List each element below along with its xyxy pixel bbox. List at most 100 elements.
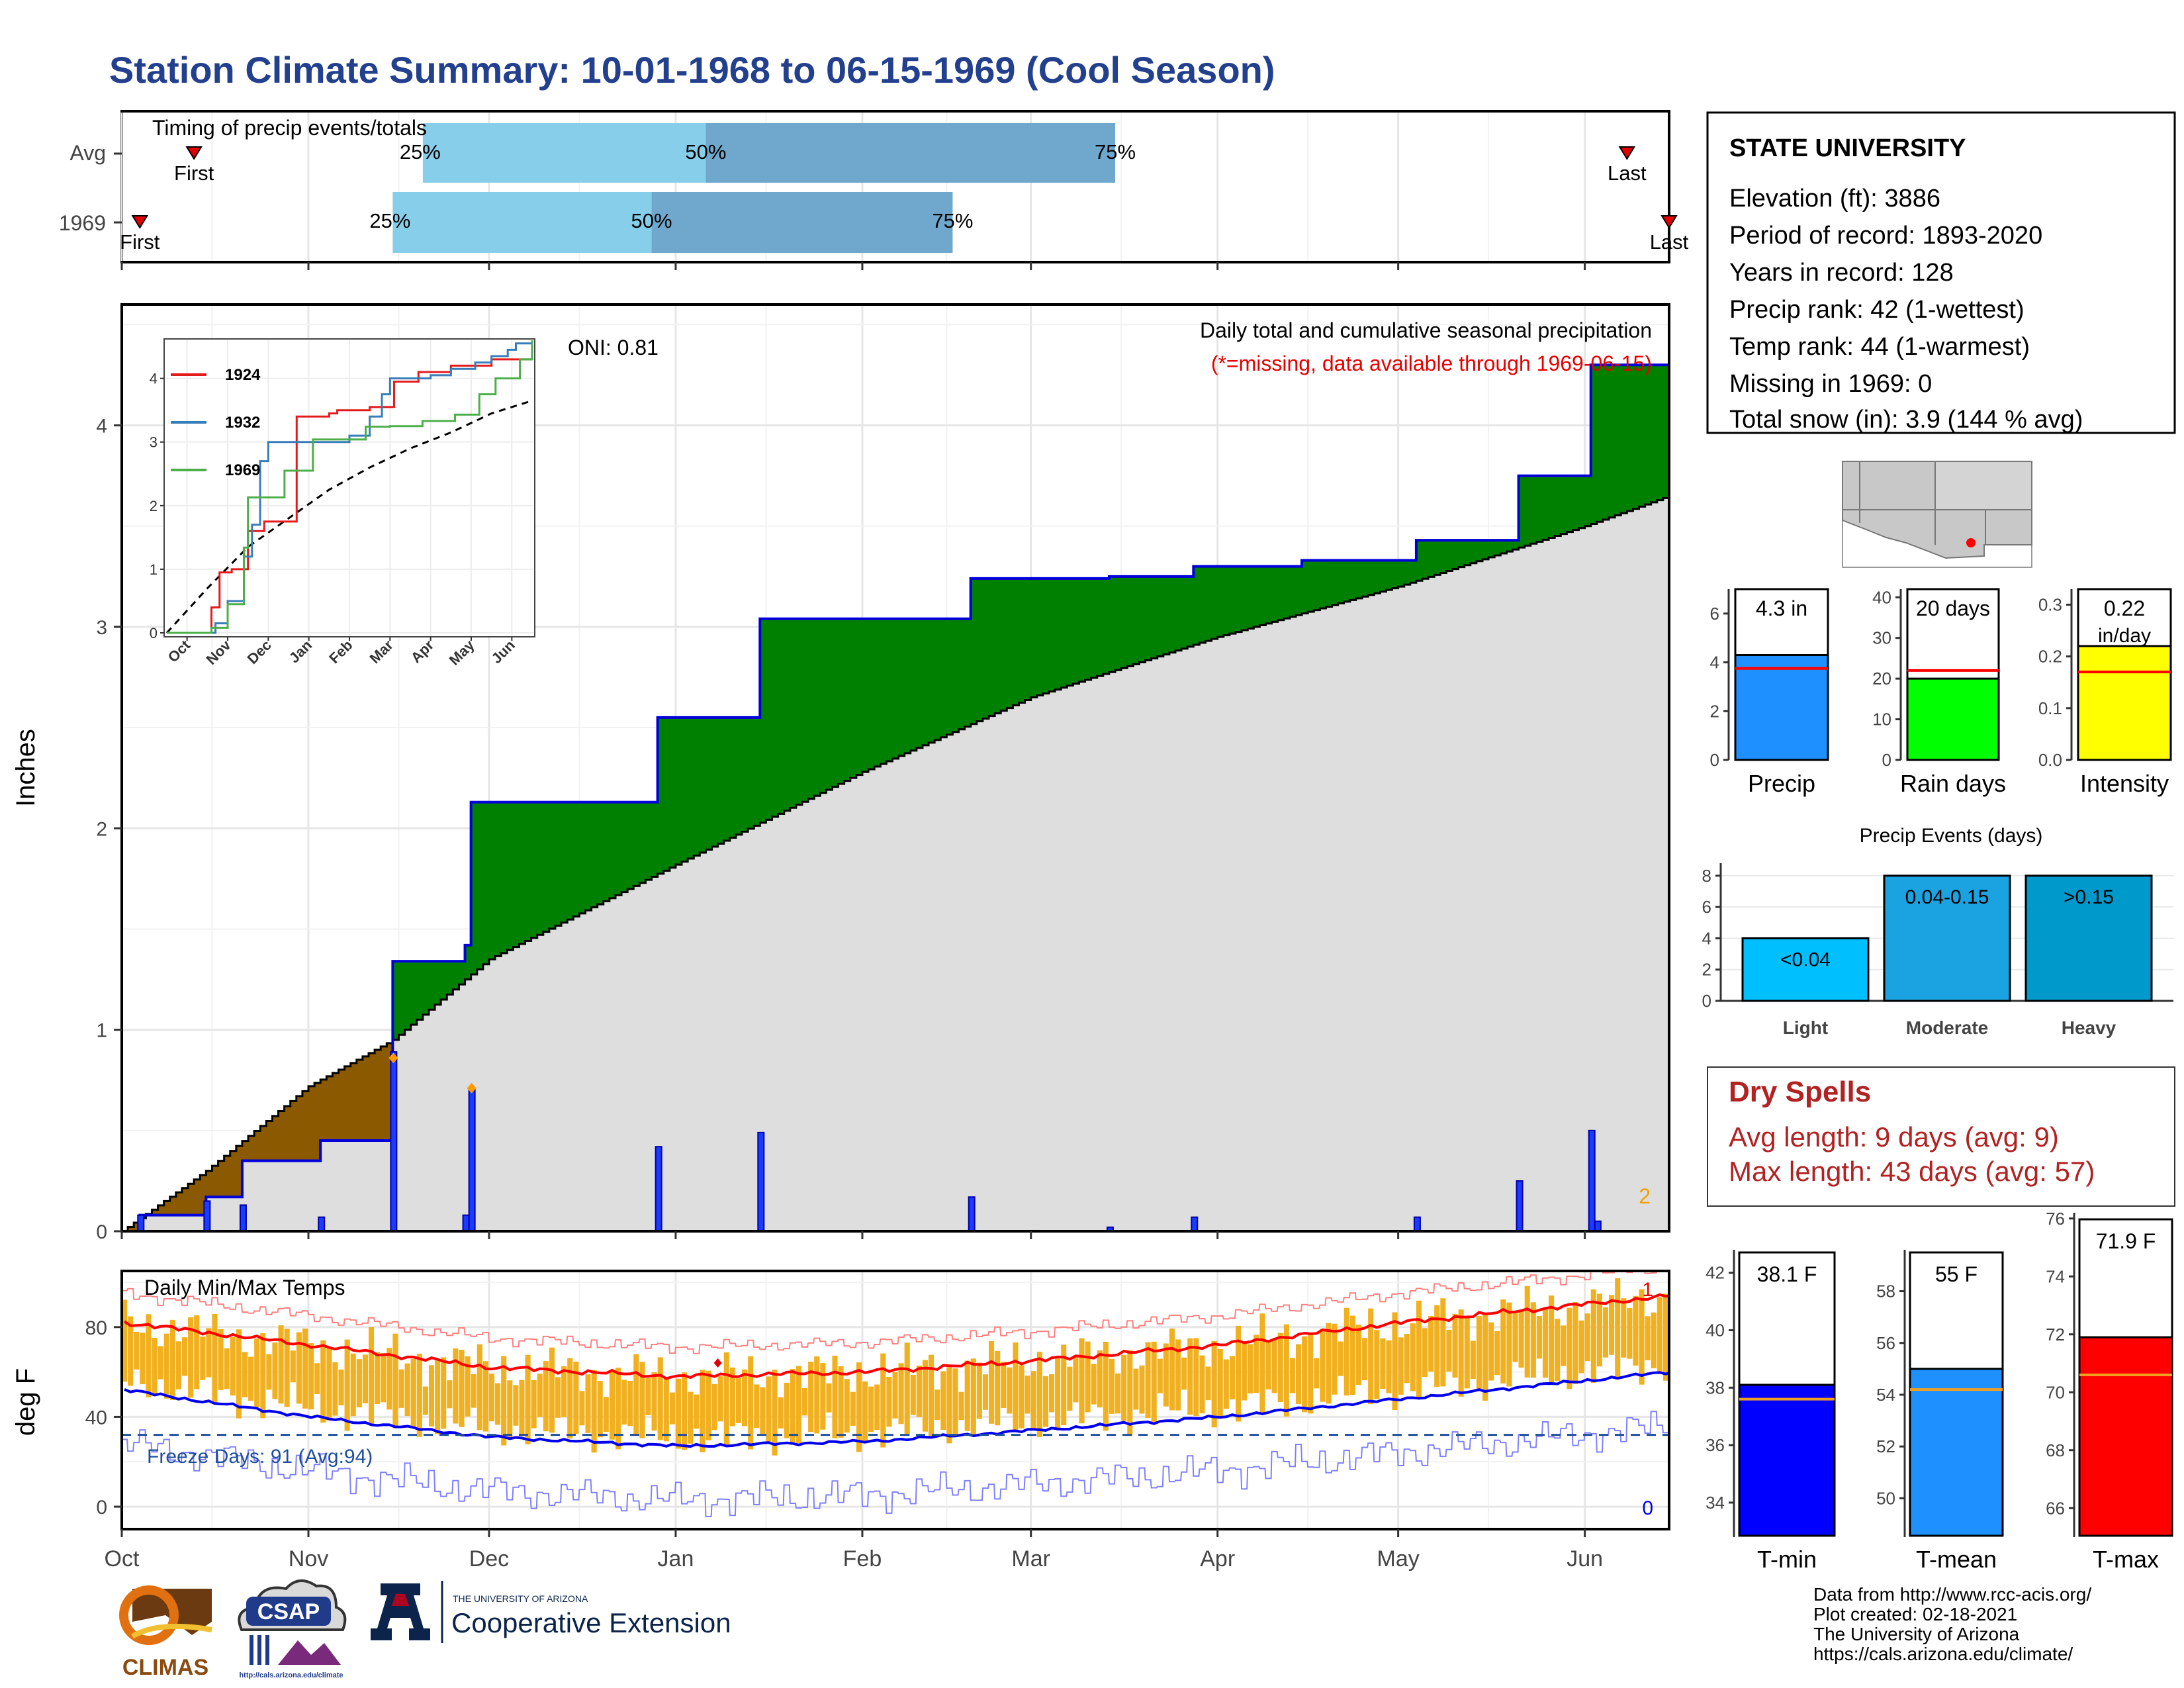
deficit-fill-day — [338, 1069, 345, 1141]
daily-temp-range-bar — [266, 1354, 272, 1390]
daily-temp-range-bar — [169, 1319, 175, 1400]
daily-temp-range-bar — [995, 1350, 1001, 1426]
daily-temp-range-bar — [1277, 1333, 1283, 1403]
deficit-fill-day — [212, 1166, 219, 1197]
surplus-fill-day — [1639, 365, 1646, 507]
record-low-line — [122, 1411, 1669, 1517]
daily-temp-range-bar — [1512, 1313, 1518, 1362]
daily-temp-range-bar — [248, 1356, 254, 1401]
surplus-fill-day — [1199, 566, 1206, 643]
surplus-fill-day — [675, 717, 682, 865]
surplus-fill-day — [880, 618, 887, 765]
max-record-count: 1 — [1642, 1279, 1653, 1301]
credits: Data from http://www.rcc-acis.org/ Plot … — [1813, 1584, 2091, 1664]
deficit-fill-day — [134, 1222, 140, 1231]
surplus-fill-day — [772, 618, 779, 817]
daily-temp-range-bar — [645, 1378, 651, 1415]
surplus-fill-day — [597, 802, 604, 905]
deficit-fill-day — [206, 1170, 213, 1197]
daily-temp-range-bar — [140, 1333, 146, 1384]
deficit-fill-day — [169, 1196, 177, 1215]
surplus-fill-day — [1434, 540, 1441, 575]
daily-temp-range-bar — [236, 1329, 242, 1419]
surplus-fill-day — [1253, 566, 1260, 627]
xaxis-month-label: Nov — [289, 1546, 328, 1571]
surplus-fill-day — [645, 802, 653, 880]
daily-temp-range-bar — [1380, 1338, 1386, 1389]
surplus-fill-day — [1645, 365, 1652, 505]
surplus-fill-day — [416, 961, 424, 1020]
daily-temp-range-bar — [495, 1383, 501, 1425]
surplus-fill-day — [1024, 578, 1032, 700]
daily-temp-range-bar — [1036, 1352, 1042, 1438]
daily-temp-range-bar — [1242, 1341, 1248, 1401]
surplus-fill-day — [1042, 578, 1050, 694]
deficit-fill-day — [314, 1082, 321, 1161]
daily-temp-range-bar — [1374, 1330, 1380, 1399]
surplus-fill-day — [1332, 560, 1339, 605]
surplus-fill-day — [970, 578, 978, 724]
surplus-fill-day — [567, 802, 574, 920]
daily-temp-range-bar — [609, 1370, 615, 1440]
surplus-fill-day — [832, 618, 839, 787]
credit-created: Plot created: 02-18-2021 — [1813, 1604, 2017, 1624]
timing-last-marker-avg — [1618, 146, 1636, 160]
daily-temp-range-bar — [1343, 1307, 1349, 1396]
surplus-fill-day — [1036, 578, 1044, 696]
summary-ytick-label: 0 — [1882, 750, 1891, 770]
surplus-fill-day — [453, 961, 460, 990]
daily-temp-range-bar — [633, 1354, 639, 1434]
credit-university: The University of Arizona — [1813, 1624, 2020, 1644]
daily-temp-range-bar — [1470, 1340, 1476, 1380]
temp-bar-name-0: T-min — [1757, 1546, 1817, 1573]
deficit-fill-day — [224, 1156, 231, 1197]
daily-temp-range-bar — [272, 1342, 278, 1399]
surplus-fill-day — [874, 618, 881, 767]
main-ytick-label: 3 — [96, 617, 107, 639]
main-ytick-label: 4 — [96, 416, 107, 438]
daily-temp-range-bar — [332, 1362, 338, 1416]
surplus-fill-day — [513, 802, 520, 947]
daily-temp-range-bar — [688, 1391, 694, 1444]
temp-bar-ytick-label: 76 — [2046, 1209, 2065, 1229]
surplus-fill-day — [1133, 576, 1140, 665]
daily-temp-range-bar — [1139, 1365, 1145, 1414]
surplus-fill-day — [1392, 560, 1399, 588]
surplus-fill-day — [435, 961, 441, 1005]
surplus-fill-day — [1380, 560, 1387, 592]
timing-last-label-avg: Last — [1608, 162, 1647, 185]
surplus-fill-day — [982, 578, 989, 719]
surplus-fill-day — [1073, 578, 1080, 684]
daily-temp-range-bar — [368, 1327, 375, 1425]
daily-temp-range-bar — [465, 1356, 471, 1417]
surplus-fill-day — [754, 717, 760, 826]
temp-bar-ytick-label: 36 — [1706, 1435, 1725, 1455]
deficit-fill-day — [375, 1049, 381, 1141]
surplus-fill-day — [790, 618, 797, 808]
daily-precip-bar — [468, 1087, 476, 1231]
daily-temp-range-bar — [1289, 1358, 1295, 1393]
surplus-fill-day — [1001, 578, 1007, 711]
average-cumulative-area — [122, 496, 1669, 1231]
daily-temp-range-bar — [675, 1378, 682, 1449]
summary-bar-label-2: 0.22 — [2104, 596, 2145, 620]
daily-temp-range-bar — [694, 1394, 700, 1429]
snow-event-marker — [388, 1053, 398, 1064]
daily-temp-range-bar — [946, 1367, 952, 1444]
deficit-fill-day — [296, 1096, 303, 1161]
daily-temp-range-bar — [639, 1362, 645, 1438]
surplus-fill-day — [1374, 560, 1381, 594]
daily-temp-range-bar — [772, 1370, 778, 1456]
daily-temp-range-bar — [1410, 1323, 1416, 1391]
surplus-fill-day — [1596, 365, 1604, 522]
deficit-fill-day — [230, 1150, 237, 1197]
daily-temp-range-bar — [1500, 1299, 1506, 1383]
surplus-fill-day — [1446, 540, 1453, 571]
surplus-fill-day — [1536, 475, 1543, 542]
daily-temp-range-bar — [392, 1333, 398, 1429]
surplus-fill-day — [404, 961, 412, 1030]
surplus-fill-day — [392, 961, 400, 1040]
daily-temp-range-bar — [742, 1369, 748, 1427]
surplus-fill-day — [1524, 475, 1531, 546]
